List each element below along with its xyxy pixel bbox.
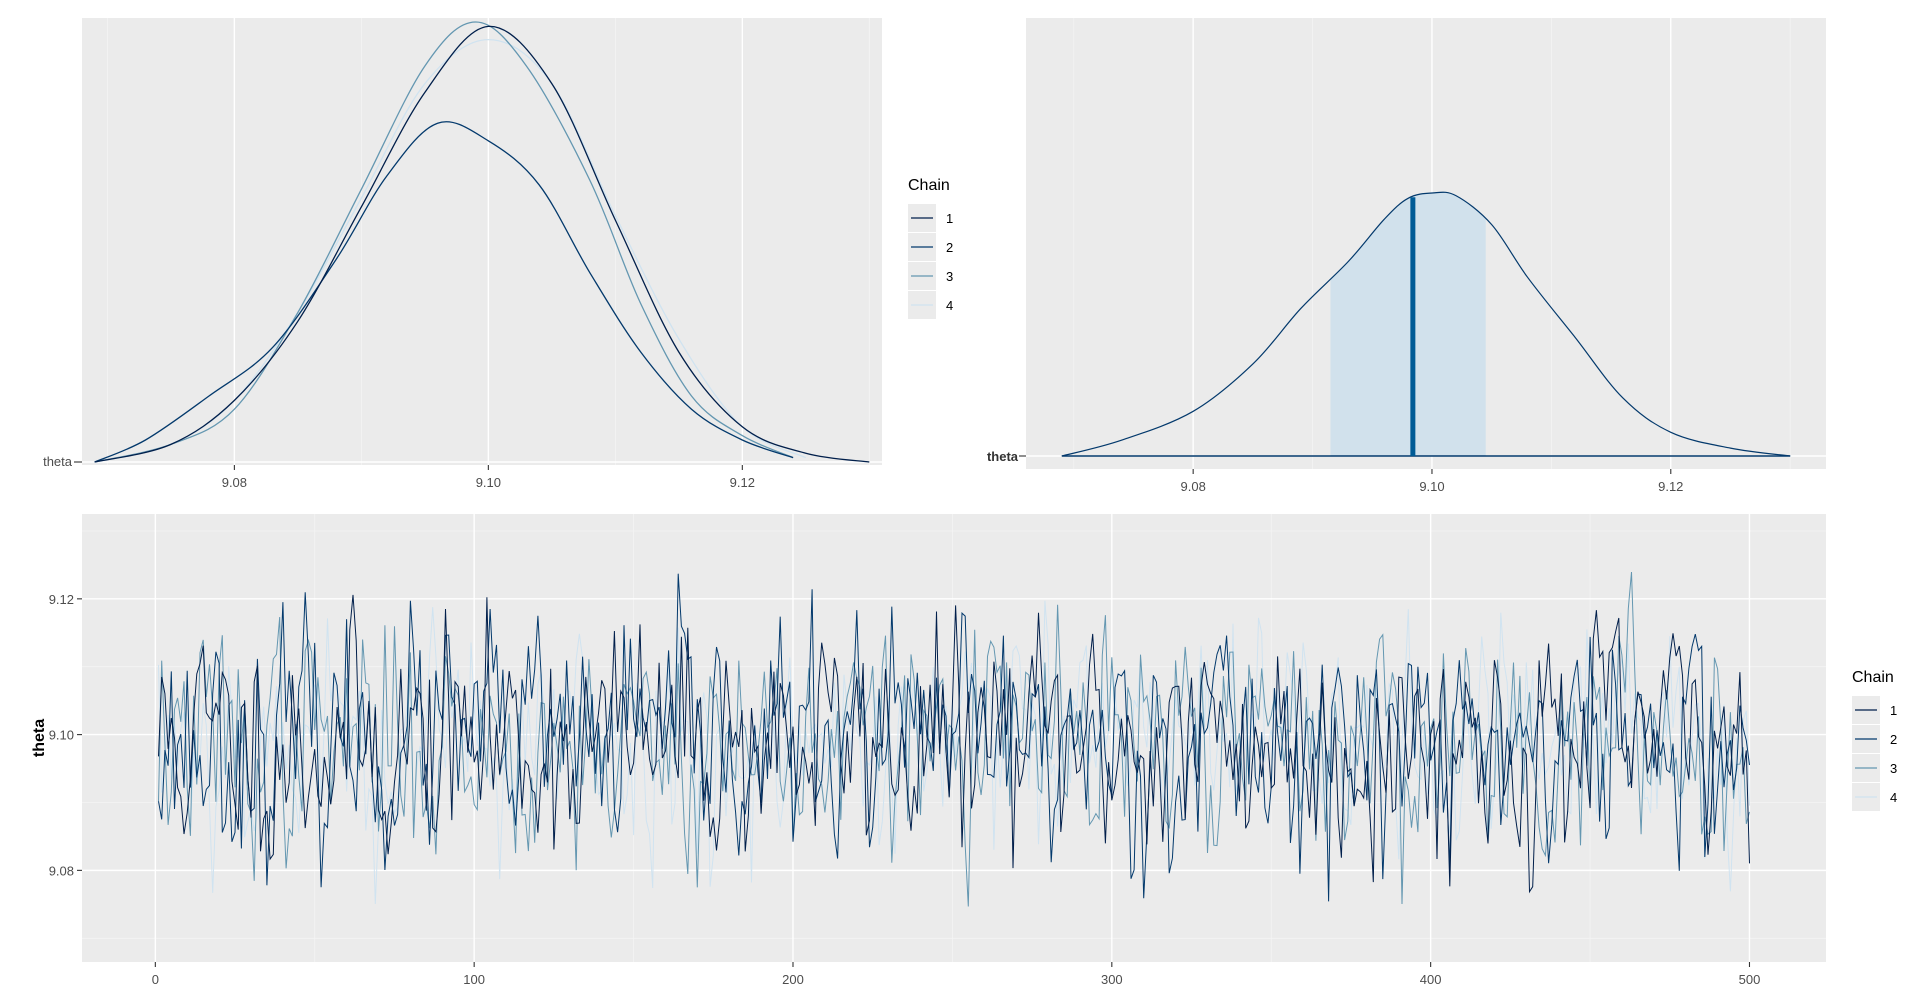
density-overlay-y-tick-theta: theta <box>43 454 73 469</box>
x-tick-label: 9.10 <box>1419 479 1444 494</box>
x-tick-label: 200 <box>782 972 804 987</box>
posterior-area-panel: 9.08 9.10 9.12 theta <box>987 18 1826 494</box>
trace-plot-panel: 0 100 200 300 400 500 9.08 9.10 9.12 theta Chai… <box>31 514 1897 987</box>
x-tick-label: 0 <box>152 972 159 987</box>
x-tick-label: 9.12 <box>730 475 755 490</box>
posterior-area-x-axis: 9.08 9.10 9.12 <box>1181 469 1683 494</box>
x-tick-label: 500 <box>1739 972 1761 987</box>
density-overlay-panel: 9.08 9.10 9.12 theta Chain 1 2 3 4 <box>43 18 953 490</box>
legend-label: 1 <box>946 211 953 226</box>
trace-plot-y-axis: 9.08 9.10 9.12 <box>49 592 82 878</box>
trace-plot-lines <box>158 571 1750 907</box>
posterior-area-y-tick-theta: theta <box>987 449 1019 464</box>
density-line-chain-1 <box>94 25 870 463</box>
x-tick-label: 400 <box>1420 972 1442 987</box>
legend-label: 1 <box>1890 703 1897 718</box>
legend-title: Chain <box>908 177 950 194</box>
density-overlay-plot-area <box>82 18 882 465</box>
x-tick-label: 100 <box>463 972 485 987</box>
trace-line-chain-1 <box>158 594 1750 894</box>
density-overlay-lines <box>94 21 870 463</box>
trace-plot-y-axis-label: theta <box>31 719 48 757</box>
legend-label: 2 <box>946 240 953 255</box>
y-tick-label: 9.12 <box>49 592 74 607</box>
legend-title: Chain <box>1852 669 1894 686</box>
trace-line-chain-2 <box>158 573 1750 902</box>
legend-label: 2 <box>1890 732 1897 747</box>
y-tick-label: 9.08 <box>49 863 74 878</box>
x-tick-label: 300 <box>1101 972 1123 987</box>
x-tick-label: 9.12 <box>1658 479 1683 494</box>
y-tick-label: 9.10 <box>49 728 74 743</box>
trace-line-chain-3 <box>158 571 1750 907</box>
density-line-chain-2 <box>94 121 794 463</box>
trace-plot-legend: Chain 1 2 3 4 <box>1852 669 1897 811</box>
density-overlay-grid <box>82 18 882 465</box>
density-overlay-legend: Chain 1 2 3 4 <box>908 177 953 319</box>
legend-label: 3 <box>946 269 953 284</box>
legend-label: 3 <box>1890 761 1897 776</box>
density-overlay-x-axis: 9.08 9.10 9.12 <box>222 465 755 490</box>
density-line-chain-3 <box>94 21 794 463</box>
x-tick-label: 9.08 <box>1181 479 1206 494</box>
x-tick-label: 9.08 <box>222 475 247 490</box>
x-tick-label: 9.10 <box>476 475 501 490</box>
legend-label: 4 <box>1890 790 1897 805</box>
legend-label: 4 <box>946 298 953 313</box>
posterior-density-line <box>1061 191 1791 457</box>
trace-plot-x-axis: 0 100 200 300 400 500 <box>152 962 1761 987</box>
